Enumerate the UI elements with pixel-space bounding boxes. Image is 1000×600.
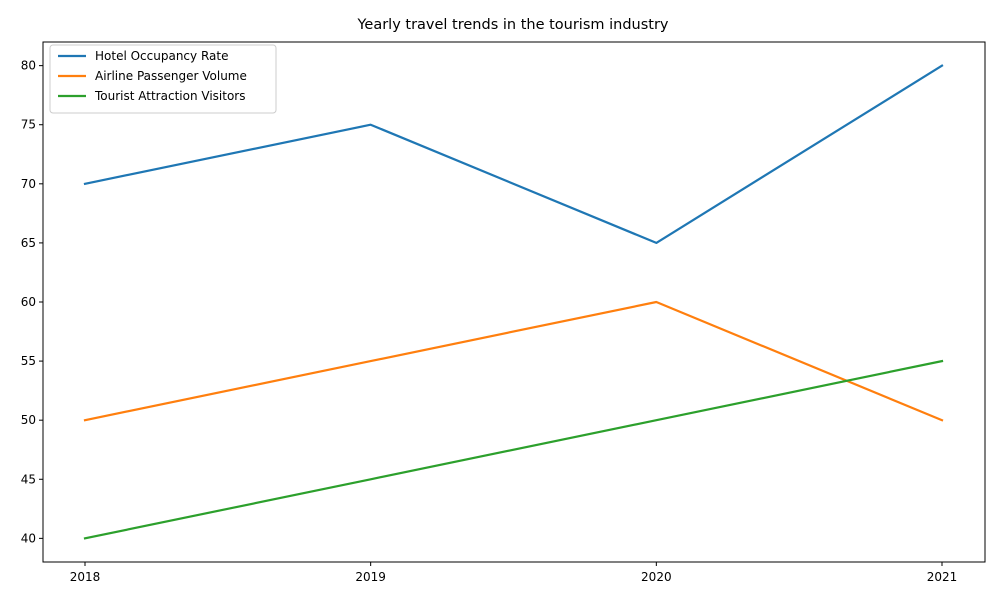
chart-title: Yearly travel trends in the tourism indu… xyxy=(356,17,668,33)
y-tick-label: 45 xyxy=(21,472,36,486)
y-tick-label: 75 xyxy=(21,118,36,132)
legend: Hotel Occupancy Rate Airline Passenger Vo… xyxy=(49,44,277,114)
y-tick-label: 50 xyxy=(21,413,36,427)
y-tick-label: 40 xyxy=(21,531,36,545)
x-tick-label: 2018 xyxy=(70,570,101,584)
series-layer xyxy=(83,64,944,540)
series-line-2 xyxy=(83,300,944,422)
y-tick-label: 70 xyxy=(21,177,36,191)
y-tick-label: 60 xyxy=(21,295,36,309)
legend-label: Tourist Attraction Visitors xyxy=(94,89,245,103)
y-tick-label: 80 xyxy=(21,59,36,73)
legend-box xyxy=(49,44,277,114)
axis-layer: 2018 2019 2020 2021 40 45 50 55 60 65 70 75 80 xyxy=(21,59,958,584)
series-line-3 xyxy=(83,359,944,540)
x-tick-label: 2021 xyxy=(927,570,958,584)
y-tick-label: 65 xyxy=(21,236,36,250)
x-tick-label: 2020 xyxy=(641,570,672,584)
plot-frame xyxy=(42,41,986,563)
series-line-1 xyxy=(83,64,944,245)
legend-label: Hotel Occupancy Rate xyxy=(95,49,228,63)
x-tick-label: 2019 xyxy=(355,570,386,584)
legend-label: Airline Passenger Volume xyxy=(95,69,247,83)
plot-area xyxy=(42,41,986,563)
y-tick-label: 55 xyxy=(21,354,36,368)
